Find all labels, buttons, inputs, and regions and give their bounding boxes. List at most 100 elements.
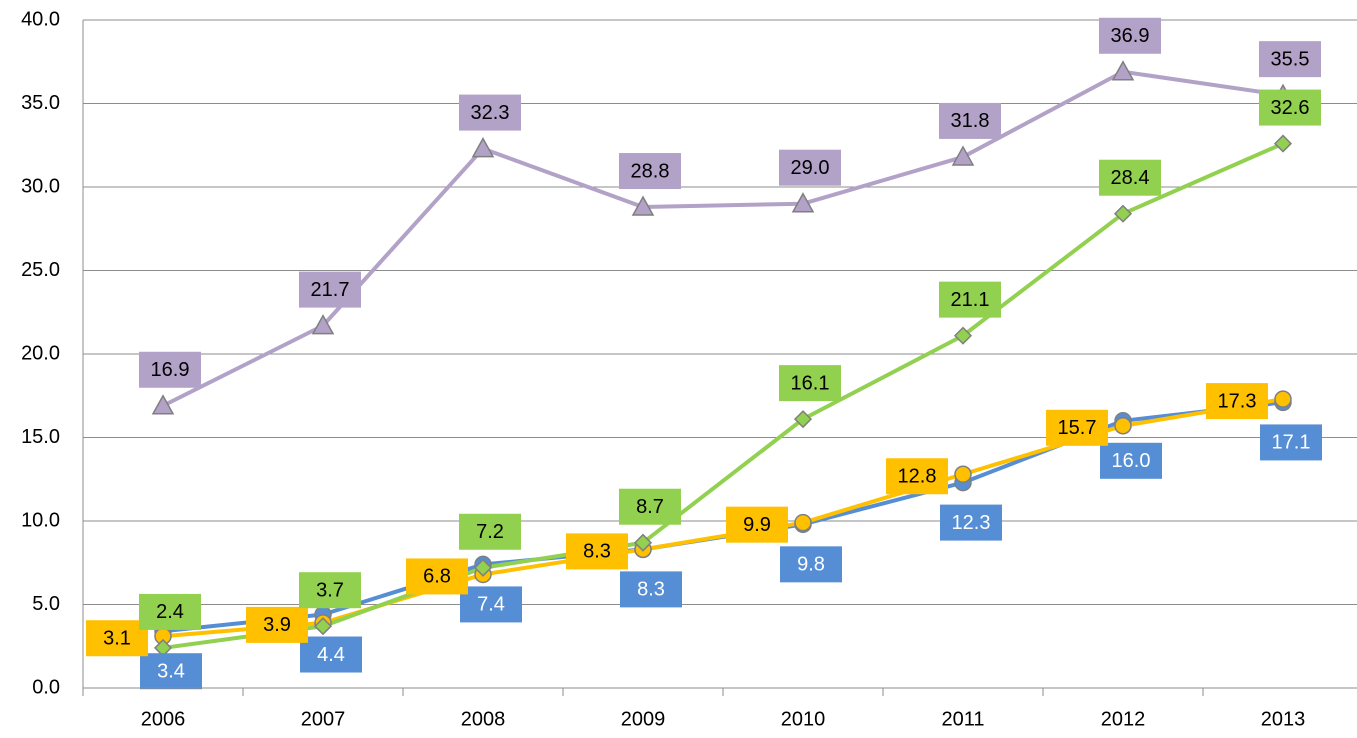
x-tick-label: 2012 — [1101, 708, 1146, 730]
marker — [311, 314, 335, 335]
marker — [1274, 390, 1292, 408]
marker — [951, 145, 975, 166]
data-label-box — [1099, 159, 1161, 196]
data-label-box — [460, 586, 522, 623]
marker — [794, 513, 812, 532]
marker — [313, 617, 333, 636]
marker — [631, 195, 655, 216]
data-label: 21.7 — [311, 279, 350, 301]
data-label: 17.1 — [1272, 432, 1311, 454]
data-label: 16.0 — [1112, 450, 1151, 472]
data-label: 9.9 — [743, 514, 771, 536]
marker — [1114, 417, 1132, 435]
data-label-box — [139, 593, 201, 630]
marker — [954, 465, 972, 483]
data-label-box — [246, 606, 308, 643]
data-label: 7.4 — [477, 594, 505, 616]
series-line — [162, 69, 1284, 408]
marker — [1111, 60, 1135, 81]
y-tick-label: 30.0 — [21, 175, 60, 197]
data-label: 32.6 — [1271, 97, 1310, 119]
data-label: 8.3 — [637, 579, 665, 601]
data-label: 12.3 — [952, 512, 991, 534]
x-tick-label: 2009 — [621, 708, 666, 730]
y-tick-label: 15.0 — [21, 426, 60, 448]
data-label-box — [300, 636, 362, 673]
data-label-box — [139, 351, 201, 388]
data-label: 31.8 — [951, 110, 990, 132]
data-label: 36.9 — [1111, 25, 1150, 47]
marker — [473, 558, 493, 577]
data-label: 12.8 — [898, 466, 937, 488]
data-label-box — [299, 572, 361, 609]
data-label-box — [940, 504, 1002, 541]
data-label: 3.7 — [316, 579, 344, 601]
data-label-box — [620, 571, 682, 608]
data-label: 32.3 — [471, 102, 510, 124]
y-tick-label: 10.0 — [21, 509, 60, 531]
series-line — [162, 141, 1284, 650]
data-label: 3.1 — [103, 628, 131, 650]
data-label: 3.4 — [157, 661, 185, 683]
data-label: 15.7 — [1058, 417, 1097, 439]
data-label-box — [1046, 409, 1108, 446]
data-label-box — [939, 281, 1001, 318]
data-label-box — [779, 149, 841, 186]
x-tick-label: 2006 — [141, 708, 186, 730]
data-label-box — [459, 513, 521, 550]
data-label: 28.8 — [631, 160, 670, 182]
data-label: 16.9 — [151, 359, 190, 381]
marker — [151, 394, 175, 415]
data-label-box — [566, 533, 628, 570]
x-tick-label: 2007 — [301, 708, 346, 730]
marker — [953, 326, 973, 345]
data-label: 4.4 — [317, 644, 345, 666]
data-label: 16.1 — [791, 372, 830, 394]
data-label: 21.1 — [951, 289, 990, 311]
marker — [1273, 134, 1293, 153]
data-label-box — [140, 653, 202, 690]
data-label-box — [619, 153, 681, 190]
marker — [1113, 204, 1133, 223]
data-label-box — [1100, 442, 1162, 479]
marker — [633, 533, 653, 552]
data-label: 8.7 — [636, 496, 664, 518]
data-label-box — [1206, 383, 1268, 420]
data-label-box — [939, 102, 1001, 139]
y-tick-label: 40.0 — [21, 8, 60, 30]
x-tick-label: 2010 — [781, 708, 826, 730]
data-label-box — [1099, 17, 1161, 54]
y-tick-label: 20.0 — [21, 342, 60, 364]
y-tick-label: 35.0 — [21, 92, 60, 114]
data-label: 17.3 — [1218, 390, 1257, 412]
data-label: 9.8 — [797, 554, 825, 576]
marker — [793, 410, 813, 429]
marker — [791, 192, 815, 213]
y-tick-label: 25.0 — [21, 259, 60, 281]
data-label: 6.8 — [423, 566, 451, 588]
data-label: 8.3 — [583, 541, 611, 563]
data-label-box — [619, 488, 681, 525]
marker — [471, 137, 495, 158]
x-tick-label: 2011 — [941, 708, 984, 730]
data-label-box — [299, 271, 361, 308]
data-label: 28.4 — [1111, 167, 1150, 189]
x-tick-label: 2013 — [1261, 708, 1306, 730]
data-label-box — [459, 94, 521, 131]
y-tick-label: 0.0 — [32, 676, 60, 698]
data-label-box — [406, 558, 468, 595]
data-label: 29.0 — [791, 157, 830, 179]
data-label: 35.5 — [1271, 48, 1310, 70]
data-label-box — [726, 506, 788, 543]
data-label-box — [780, 546, 842, 583]
data-label-box — [886, 458, 948, 495]
data-label-box — [1260, 424, 1322, 461]
data-label-box — [1259, 41, 1321, 78]
y-tick-label: 5.0 — [32, 593, 60, 615]
data-label-box — [86, 620, 148, 657]
data-label: 2.4 — [156, 601, 184, 623]
data-label: 7.2 — [476, 521, 504, 543]
data-label-box — [1259, 89, 1321, 126]
data-label: 3.9 — [263, 614, 291, 636]
